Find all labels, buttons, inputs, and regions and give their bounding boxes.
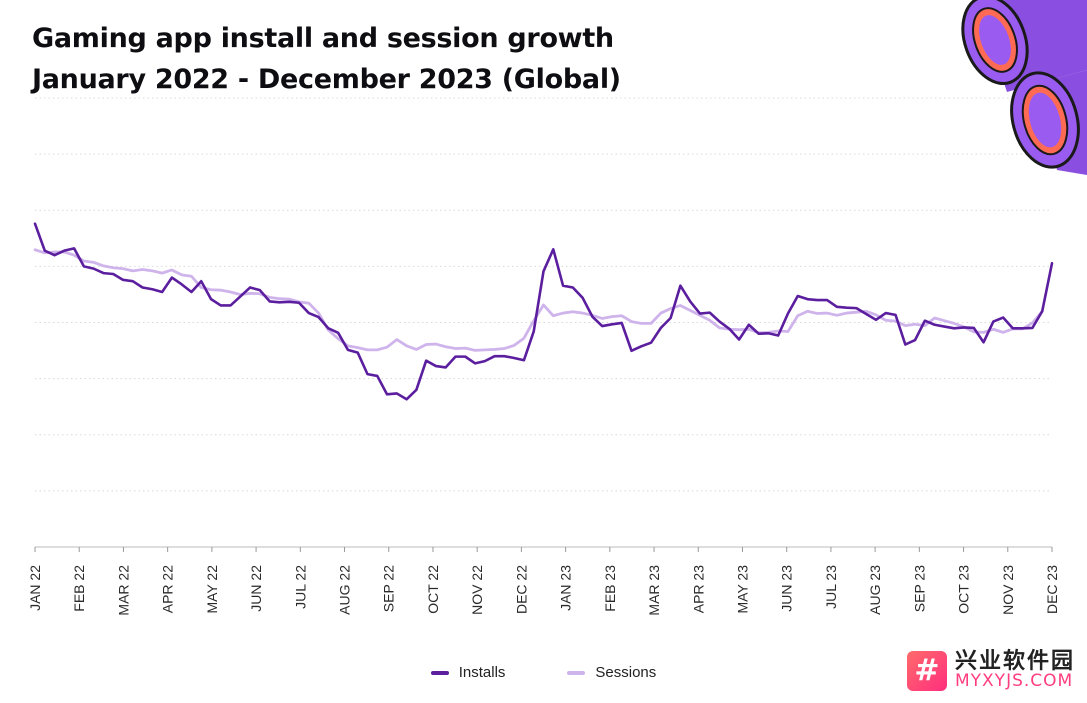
legend-label-installs: Installs [458,664,506,681]
x-tick-label: JUL 23 [823,565,839,609]
x-tick-label: MAY 22 [204,565,220,614]
legend-item-installs: Installs [430,664,506,681]
x-tick-label: MAY 23 [734,565,750,614]
legend-swatch-sessions [567,670,586,675]
x-tick-label: DEC 23 [1044,565,1060,614]
series-line-sessions [33,248,1044,352]
x-tick-label: SEP 22 [381,565,397,612]
watermark-text: 兴业软件园 MYXYJS.COM [955,650,1075,691]
watermark: # 兴业软件园 MYXYJS.COM [906,650,1075,691]
x-tick-label: NOV 22 [469,565,485,615]
legend-label-sessions: Sessions [595,664,657,681]
chart-title: Gaming app install and session growth [32,23,614,54]
x-tick-label: SEP 23 [911,565,927,612]
watermark-logo-icon: # [906,650,947,691]
legend-item-sessions: Sessions [567,664,656,681]
series-line-installs [33,222,1054,401]
x-tick-label: JAN 23 [558,565,574,611]
x-tick-label: AUG 22 [337,565,353,615]
watermark-en-text: MYXYJS.COM [954,671,1074,692]
decorative-pipe-graphic [961,0,1087,175]
x-tick-label: JAN 22 [27,565,43,611]
legend-swatch-installs [430,670,449,675]
x-tick-label: FEB 22 [71,565,87,612]
x-tick-label: NOV 23 [1000,565,1016,615]
x-tick-label: MAR 22 [115,565,131,616]
x-tick-label: APR 23 [690,565,706,613]
chart-title-block: Gaming app install and session growth Ja… [32,18,621,100]
x-tick-label: JUN 23 [779,565,795,612]
x-tick-label: JUN 22 [248,565,264,612]
x-tick-label: AUG 23 [867,565,883,615]
x-tick-label: OCT 22 [425,565,441,614]
watermark-cn-text: 兴业软件园 [954,649,1075,675]
x-tick-label: OCT 23 [956,565,972,614]
chart-legend: Installs Sessions [0,664,1087,681]
chart-subtitle: January 2022 - December 2023 (Global) [32,64,621,95]
x-tick-label: MAR 23 [646,565,662,616]
x-tick-label: DEC 22 [513,565,529,614]
x-tick-label: FEB 23 [602,565,618,612]
line-chart: JAN 22 FEB 22 MAR 22 APR 22 MAY 22 JUN 22 JUL … [27,97,1060,616]
x-tick-label: APR 22 [160,565,176,613]
x-tick-label: JUL 22 [292,565,308,609]
